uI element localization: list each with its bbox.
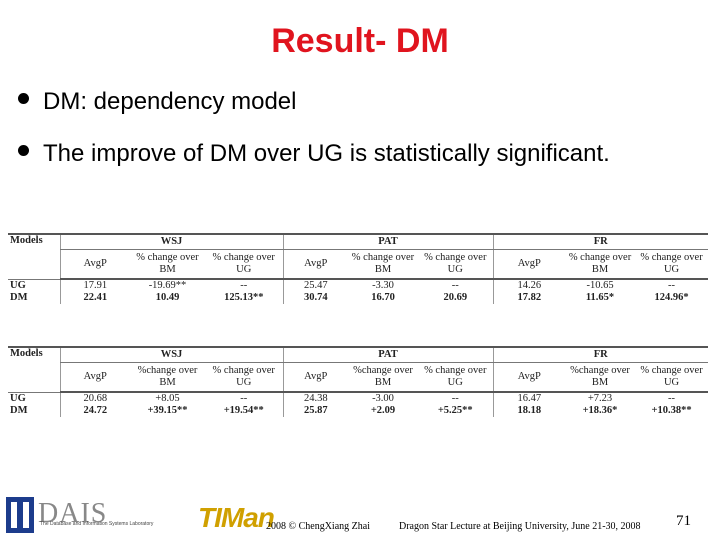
- data-cell: 125.13**: [224, 292, 264, 303]
- data-cell: 25.87: [282, 405, 348, 417]
- data-cell: +19.54**: [223, 405, 264, 416]
- data-row: UG 20.68 +8.05 -- 24.38 -3.00 -- 16.47 +7.23 --: [8, 392, 708, 405]
- header-cell: WSJ: [59, 233, 283, 250]
- logo-icon: [6, 497, 34, 533]
- subheader-cell: AvgP: [282, 249, 348, 280]
- subheader-cell: % change over UG: [418, 249, 494, 280]
- data-cell: 18.18: [492, 405, 566, 417]
- data-cell: --: [668, 280, 676, 291]
- subheader-cell: AvgP: [282, 362, 348, 393]
- data-cell: +10.38**: [651, 405, 692, 416]
- data-cell: 11.65*: [585, 292, 615, 303]
- data-cell: 124.96*: [654, 292, 689, 303]
- data-cell: -19.69**: [148, 280, 187, 291]
- bullet: The improve of DM over UG is statistical…: [18, 140, 610, 168]
- table-body: Models WSJ PAT FR AvgP %change over BM% chang…: [8, 346, 709, 417]
- data-cell: --: [240, 280, 248, 291]
- subheader-cell: %change over BM: [565, 362, 636, 393]
- data-cell: 22.41: [59, 292, 130, 304]
- data-cell: -10.65: [586, 280, 614, 291]
- data-cell: 25.47: [282, 279, 348, 292]
- header-cell: Models: [8, 233, 60, 280]
- data-cell: -3.30: [372, 280, 394, 291]
- bullet-text: DM: dependency model: [43, 88, 297, 115]
- data-cell: --: [451, 393, 459, 404]
- subheader-cell: % change over BM: [130, 249, 205, 280]
- header-cell: PAT: [282, 233, 494, 250]
- subheader-cell: % change over UG: [205, 249, 283, 280]
- bullet-dot: [18, 145, 29, 156]
- data-cell: 16.47: [492, 392, 566, 405]
- subheader-cell: % change over BM: [348, 249, 418, 280]
- logo-text: TIMan: [198, 502, 275, 533]
- subheader-row: AvgP% change over BM% change over UG AvgP…: [8, 249, 709, 280]
- data-cell: +8.05: [155, 393, 180, 404]
- subheader-cell: AvgP: [59, 362, 130, 393]
- data-cell: 20.69: [443, 292, 468, 303]
- header-cell: FR: [492, 233, 709, 250]
- data-cell: 24.38: [282, 392, 348, 405]
- data-cell: -3.00: [372, 393, 394, 404]
- subheader-cell: % change over BM: [565, 249, 636, 280]
- data-cell: 30.74: [282, 292, 348, 304]
- data-cell: 16.70: [371, 292, 395, 303]
- header-cell: FR: [492, 346, 709, 363]
- row-label: UG: [10, 392, 26, 404]
- subheader-cell: %change over BM: [348, 362, 418, 393]
- logo-caption: The Database and Information Systems Lab…: [40, 521, 154, 527]
- footer-lecture: Dragon Star Lecture at Beijing Universit…: [399, 521, 641, 532]
- header-cell: WSJ: [59, 346, 283, 363]
- subheader-cell: % change over UG: [418, 362, 494, 393]
- subheader-cell: %change over BM: [130, 362, 205, 393]
- subheader-cell: % change over UG: [205, 362, 283, 393]
- bullet-text: The improve of DM over UG is statistical…: [43, 140, 610, 167]
- subheader-cell: % change over UG: [635, 249, 709, 280]
- data-row: DM 24.72 +39.15** +19.54** 25.87 +2.09 +5.25**…: [8, 405, 708, 417]
- data-cell: 20.68: [59, 392, 130, 405]
- data-row: UG 17.91 -19.69** -- 25.47 -3.30 -- 14.26 -10.65…: [8, 279, 708, 292]
- logo-text: DAIS: [38, 498, 108, 529]
- data-cell: 14.26: [492, 279, 566, 292]
- data-cell: +5.25**: [437, 405, 473, 416]
- data-cell: 17.91: [59, 279, 130, 292]
- data-cell: --: [451, 280, 459, 291]
- subheader-row: AvgP %change over BM% change over UG AvgP%…: [8, 362, 709, 393]
- data-cell: 17.82: [492, 292, 566, 304]
- data-cell: 10.49: [155, 292, 180, 303]
- data-cell: +18.36*: [582, 405, 618, 416]
- bullet: DM: dependency model: [18, 88, 296, 116]
- bullet-dot: [18, 93, 29, 104]
- footer-copyright: 2008 © ChengXiang Zhai: [266, 521, 370, 532]
- subheader-cell: AvgP: [59, 249, 130, 280]
- row-label: UG: [10, 279, 26, 291]
- subheader-cell: % change over UG: [635, 362, 709, 393]
- data-cell: --: [240, 393, 248, 404]
- data-cell: --: [668, 393, 676, 404]
- table-body: Models WSJ PAT FR AvgP% change over BM% chan…: [8, 233, 709, 304]
- header-cell: PAT: [282, 346, 494, 363]
- page-number: 71: [676, 513, 691, 529]
- data-table: Models WSJ PAT FR AvgP %change over BM% chang…: [8, 346, 709, 417]
- subheader-cell: AvgP: [492, 362, 566, 393]
- slide-title: Result- DM: [271, 22, 449, 60]
- header-cell: Models: [8, 346, 60, 393]
- data-row: DM 22.41 10.49 125.13** 30.74 16.70 20.69 17.82…: [8, 292, 708, 304]
- data-table: Models WSJ PAT FR AvgP% change over BM% chan…: [8, 233, 709, 304]
- data-cell: +2.09: [370, 405, 396, 416]
- row-label: DM: [10, 405, 28, 416]
- row-label: DM: [10, 292, 28, 303]
- data-cell: 24.72: [59, 405, 130, 417]
- subheader-cell: AvgP: [492, 249, 566, 280]
- header-row: Models WSJ PAT FR: [8, 233, 709, 280]
- data-cell: +7.23: [587, 393, 613, 404]
- data-cell: +39.15**: [147, 405, 188, 416]
- header-row: Models WSJ PAT FR: [8, 346, 709, 393]
